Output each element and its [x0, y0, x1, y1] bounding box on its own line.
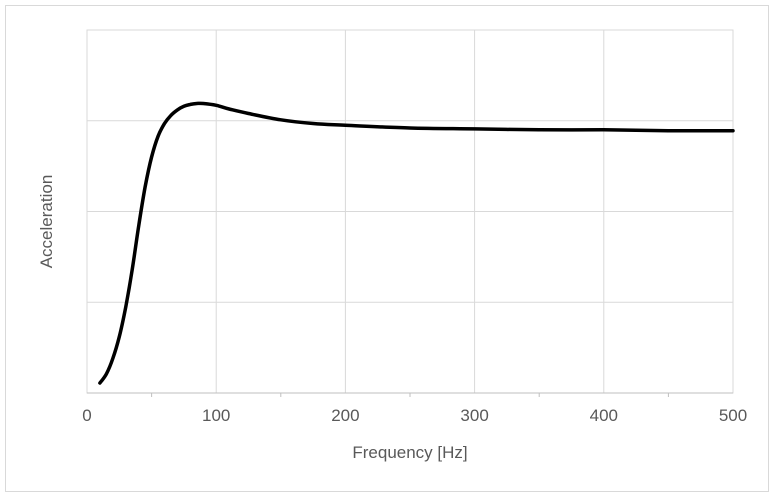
x-tick-label: 300 [460, 406, 488, 425]
x-tick-label: 500 [719, 406, 747, 425]
x-tick-label: 0 [82, 406, 91, 425]
grid [87, 29, 734, 393]
x-axis-title: Frequency [Hz] [352, 443, 467, 462]
y-axis-title: Acceleration [37, 175, 56, 269]
x-tick-label: 400 [590, 406, 618, 425]
chart-frame [5, 5, 769, 492]
x-tick-label: 100 [202, 406, 230, 425]
x-minor-ticks [151, 393, 669, 397]
x-tick-labels: 0 100 200 300 400 500 [82, 406, 747, 425]
x-tick-label: 200 [331, 406, 359, 425]
series-line-acceleration [98, 101, 735, 385]
